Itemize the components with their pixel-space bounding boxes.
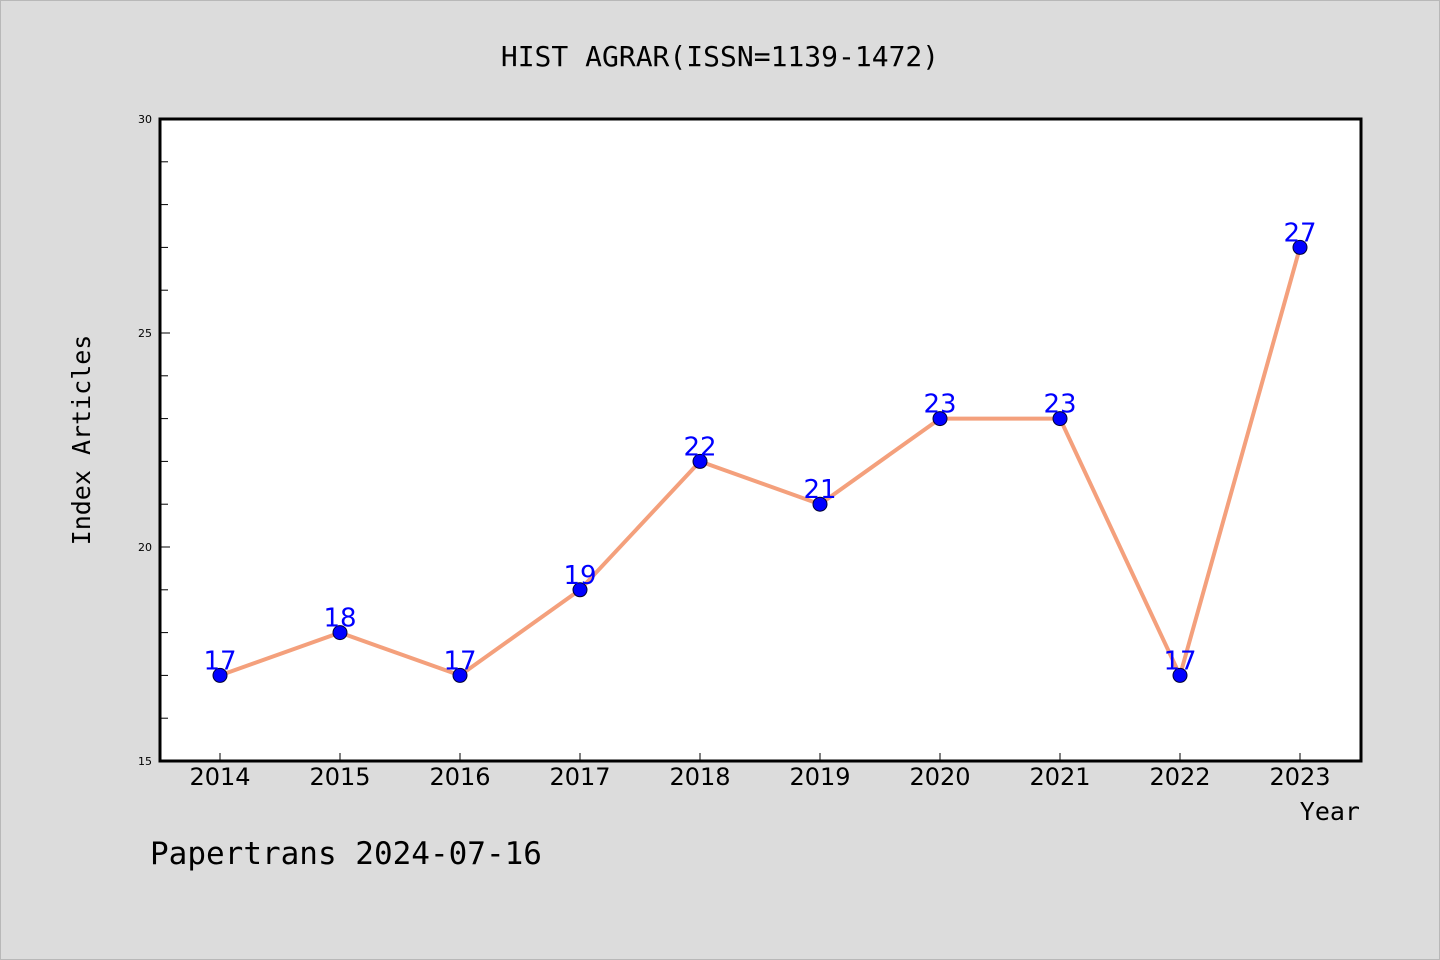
marker-layer xyxy=(212,239,1308,683)
data-point xyxy=(1172,667,1188,683)
data-point xyxy=(1292,239,1308,255)
x-tick-label: 2016 xyxy=(429,763,490,791)
data-point xyxy=(932,411,948,427)
data-label: 23 xyxy=(923,390,956,420)
data-label: 21 xyxy=(803,475,836,505)
data-point xyxy=(452,667,468,683)
x-tick-label: 2022 xyxy=(1149,763,1210,791)
x-tick-label: 2019 xyxy=(789,763,850,791)
data-label: 18 xyxy=(323,604,356,634)
data-point xyxy=(212,667,228,683)
x-tick-label: 2014 xyxy=(189,763,250,791)
x-tick-label: 2021 xyxy=(1029,763,1090,791)
chart-title: HIST AGRAR(ISSN=1139-1472) xyxy=(501,40,939,73)
data-label: 19 xyxy=(563,561,596,591)
series-layer xyxy=(218,245,1302,678)
x-tick-label: 2017 xyxy=(549,763,610,791)
y-axis-tick-labels: 15 20 25 30 xyxy=(138,113,152,768)
data-point xyxy=(812,496,828,512)
data-point xyxy=(692,453,708,469)
data-label: 23 xyxy=(1043,390,1076,420)
data-label: 22 xyxy=(683,432,716,462)
y-tick-label: 25 xyxy=(138,327,152,340)
x-axis-label: Year xyxy=(1300,797,1360,826)
x-tick-label: 2023 xyxy=(1269,763,1330,791)
data-label: 17 xyxy=(203,646,236,676)
y-tick-label: 15 xyxy=(138,755,152,768)
data-point xyxy=(572,582,588,598)
data-label-layer: 17 18 17 19 22 21 23 23 17 27 xyxy=(203,218,1316,676)
y-tick-label: 30 xyxy=(138,113,152,126)
x-tick-label: 2018 xyxy=(669,763,730,791)
footer-text: Papertrans 2024-07-16 xyxy=(150,836,542,872)
y-tick-label: 20 xyxy=(138,541,152,554)
x-tick-label: 2020 xyxy=(909,763,970,791)
data-point xyxy=(332,625,348,641)
data-label: 17 xyxy=(443,646,476,676)
x-axis-tick-labels: 2014 2015 2016 2017 2018 2019 2020 2021 2022 2023 xyxy=(189,763,1330,791)
plot-frame xyxy=(158,117,1363,763)
plot-area xyxy=(160,119,1361,761)
y-axis-label: Index Articles xyxy=(67,335,96,546)
data-label: 17 xyxy=(1163,646,1196,676)
data-label: 27 xyxy=(1283,218,1316,248)
data-point xyxy=(1052,411,1068,427)
series-line xyxy=(218,245,1302,678)
x-tick-label: 2015 xyxy=(309,763,370,791)
